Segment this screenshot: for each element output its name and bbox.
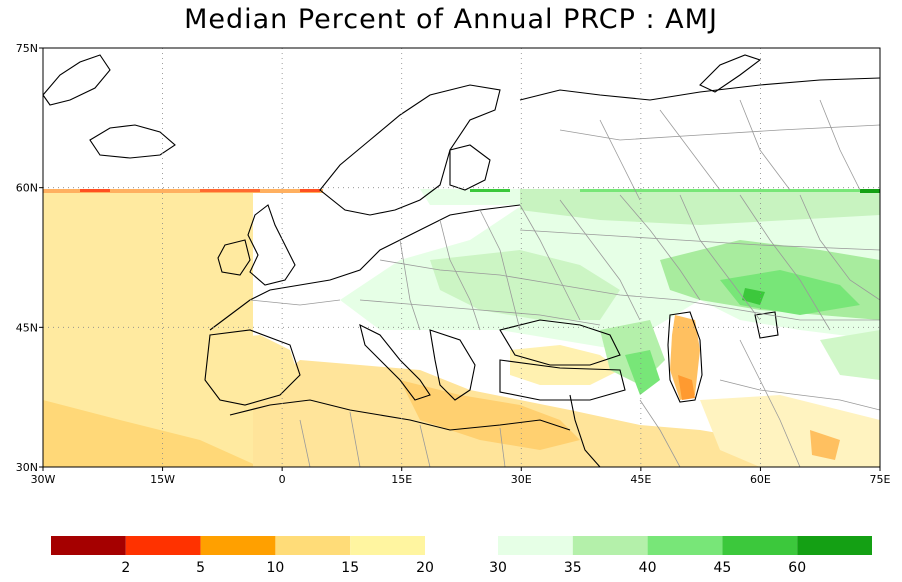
- lon-tick-label: 0: [279, 473, 286, 486]
- colorbar-label: 45: [713, 560, 731, 576]
- lat-tick-label: 30N: [16, 461, 38, 474]
- colorbar-swatch: [350, 536, 425, 555]
- colorbar-swatch: [722, 536, 798, 555]
- colorbar-swatch: [572, 536, 648, 555]
- map-axes: 30W 15W 0 15E 30E 45E 60E 75E 75N 60N 45N 30N: [16, 42, 891, 486]
- colorbar-swatch: [498, 536, 573, 555]
- lat-tick-label: 60N: [16, 182, 38, 195]
- lon-tick-label: 15E: [391, 473, 412, 486]
- colorbar-swatch: [275, 536, 351, 555]
- map-frame: [42, 47, 881, 468]
- borders: [249, 99, 880, 467]
- colorbar-label: 30: [489, 560, 507, 576]
- colorbar-label: 10: [266, 560, 284, 576]
- colorbar-label: 35: [564, 560, 582, 576]
- colorbar-swatch: [125, 536, 201, 555]
- lon-tick-label: 30W: [31, 473, 56, 486]
- lat-tick-label: 75N: [16, 42, 38, 55]
- lat-tick-label: 45N: [16, 321, 38, 334]
- colorbar-label: 20: [416, 560, 434, 576]
- boundary-strip: [43, 189, 880, 193]
- lon-tick-label: 15W: [150, 473, 175, 486]
- colorbar-label: 2: [121, 560, 130, 576]
- colorbar-swatch: [647, 536, 723, 555]
- colorbar-label: 60: [788, 560, 806, 576]
- colorbar: 2 5 10 15 20 30 35 40 45 60: [51, 536, 872, 576]
- lon-tick-label: 30E: [511, 473, 532, 486]
- lon-tick-label: 45E: [630, 473, 651, 486]
- map-title: Median Percent of Annual PRCP : AMJ: [184, 4, 718, 35]
- lon-tick-label: 60E: [750, 473, 771, 486]
- colorbar-label: 5: [196, 560, 205, 576]
- lon-tick-label: 75E: [870, 473, 891, 486]
- colorbar-label: 40: [639, 560, 657, 576]
- colorbar-swatch: [200, 536, 276, 555]
- colorbar-label: 15: [341, 560, 359, 576]
- colorbar-swatch: [797, 536, 872, 555]
- colorbar-swatch: [51, 536, 126, 555]
